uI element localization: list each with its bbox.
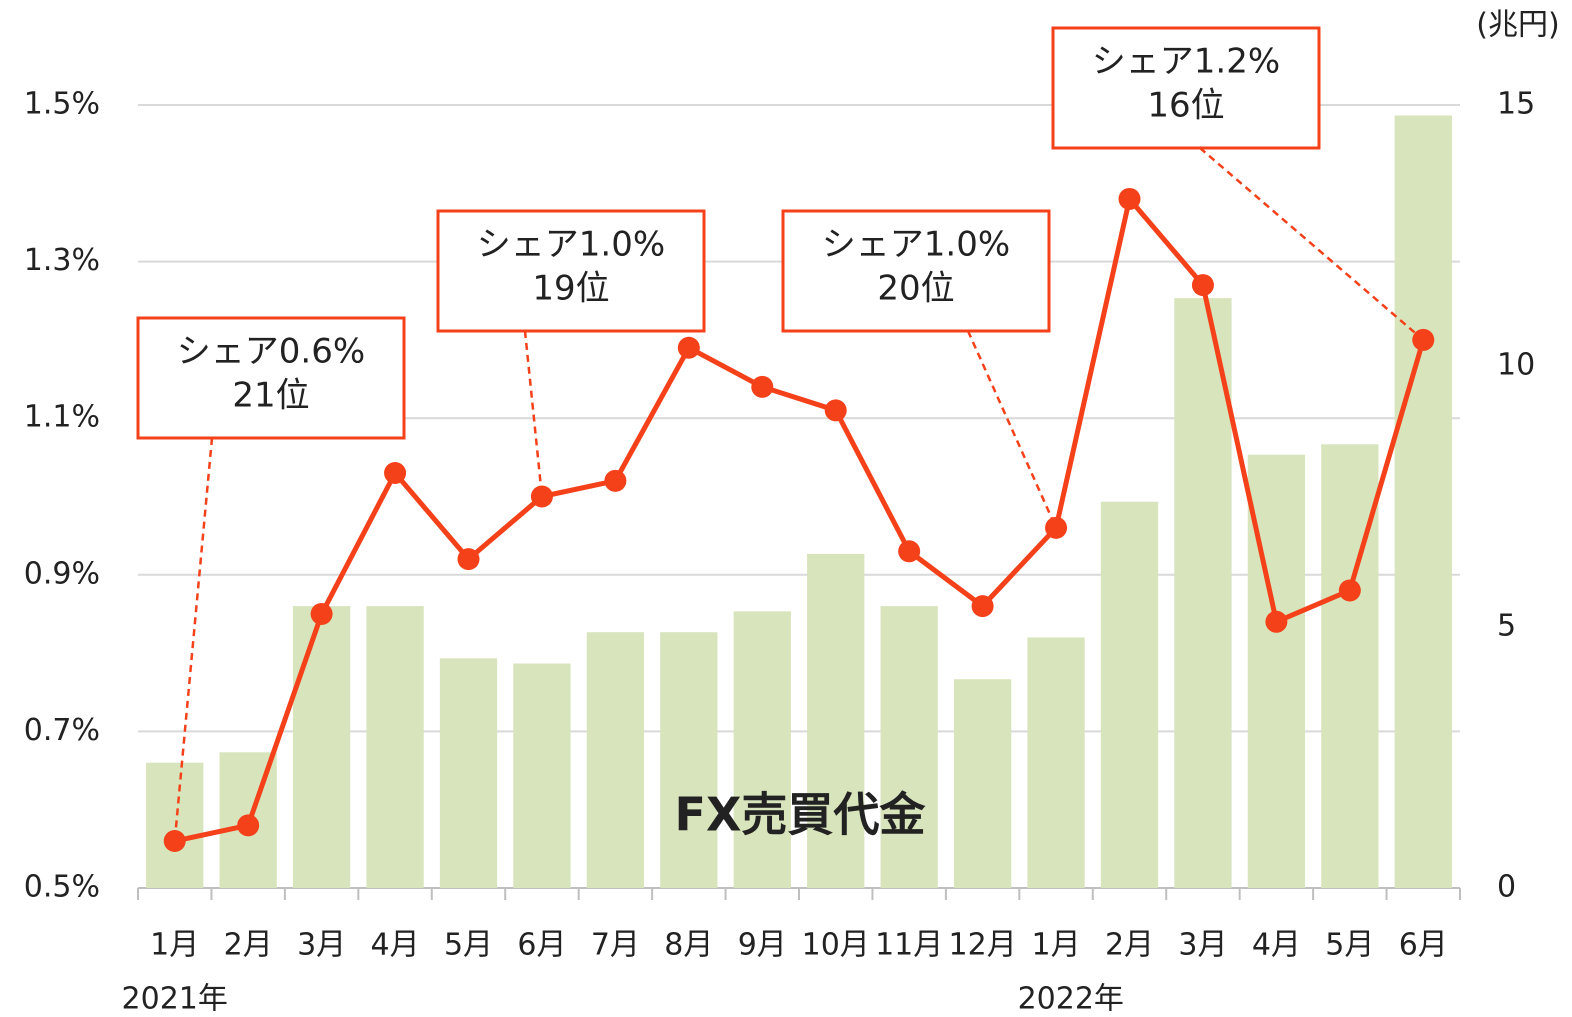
point [457, 548, 480, 571]
point [310, 602, 333, 625]
bar [1100, 501, 1159, 888]
bar [953, 679, 1012, 888]
point [824, 399, 847, 422]
leader-line [966, 330, 1058, 529]
annotation-text: シェア1.0% [822, 225, 1010, 265]
x-tick-label: 4月 [1252, 928, 1301, 963]
annotation-text: 16位 [1147, 86, 1224, 126]
bar [660, 632, 718, 888]
point [1191, 274, 1214, 297]
x-tick-label: 4月 [371, 928, 420, 963]
point [677, 336, 700, 359]
y-tick-label: 1.3% [24, 243, 100, 278]
annotation-box [781, 209, 1051, 333]
bar [1394, 115, 1452, 888]
point [384, 462, 407, 485]
leader-line [1199, 147, 1425, 341]
x-tick-label: 11月 [875, 928, 943, 963]
x-tick-label: 5月 [1325, 928, 1374, 963]
x-tick-label: 1月 [150, 928, 199, 963]
x-tick-label: 9月 [738, 928, 787, 963]
point [604, 469, 627, 492]
annotation-text: シェア0.6% [177, 332, 365, 372]
y-tick-label: 1.5% [24, 87, 100, 122]
bar [586, 632, 645, 888]
x-tick-label: 12月 [949, 928, 1017, 963]
bar [807, 553, 865, 888]
bar [146, 762, 204, 888]
annotation-text: 19位 [532, 269, 609, 309]
y2-tick-label: 15 [1497, 87, 1535, 122]
point [237, 814, 260, 837]
point [898, 540, 921, 563]
bar [292, 606, 351, 888]
bar [366, 606, 424, 888]
point [1118, 187, 1141, 210]
x-tick-label: 3月 [1178, 928, 1227, 963]
y-tick-label: 0.9% [24, 556, 100, 591]
bar [880, 606, 938, 888]
x-tick-label: 1月 [1032, 928, 1081, 963]
leader-line [173, 437, 214, 842]
x-tick-label: 8月 [664, 928, 713, 963]
line [174, 193, 1426, 844]
bar [733, 611, 791, 888]
y2-tick-label: 5 [1497, 609, 1516, 644]
x-group-label: 2022年 [1018, 982, 1124, 1017]
point [1412, 328, 1435, 351]
x-tick-label: 6月 [517, 928, 566, 963]
y-tick-label: 1.1% [24, 400, 100, 435]
x-tick-label: 6月 [1399, 928, 1448, 963]
point [751, 375, 774, 398]
y-tick-label: 0.7% [24, 713, 100, 748]
annotation-text: シェア1.0% [477, 225, 665, 265]
annotation-text: シェア1.2% [1092, 42, 1280, 82]
x-tick-label: 7月 [591, 928, 640, 963]
bar [1321, 444, 1379, 888]
annotation-text: 20位 [877, 269, 954, 309]
point [971, 595, 994, 618]
x-tick-label: 2月 [1105, 928, 1154, 963]
point [530, 485, 553, 508]
annotation-box [436, 209, 706, 333]
x-group-label: 2021年 [122, 982, 228, 1017]
y2-axis-label: (兆円) [1476, 8, 1559, 43]
x-tick-label: 5月 [444, 928, 493, 963]
annotation-box [136, 316, 406, 440]
annotation-box [1051, 26, 1321, 150]
series-label: FX売買代金 [675, 788, 927, 842]
point [1338, 579, 1361, 602]
bar [513, 663, 571, 888]
y2-tick-label: 0 [1497, 870, 1516, 905]
annotation-text: 21位 [232, 376, 309, 416]
x-tick-label: 3月 [297, 928, 346, 963]
bar [1027, 637, 1085, 888]
point [1265, 610, 1288, 633]
leader-line [523, 330, 544, 497]
x-tick-label: 2月 [224, 928, 273, 963]
y2-tick-label: 10 [1497, 348, 1535, 383]
y-tick-label: 0.5% [24, 870, 100, 905]
point [163, 830, 186, 853]
point [1045, 516, 1068, 539]
bar [1174, 298, 1232, 888]
bar [439, 658, 498, 888]
x-tick-label: 10月 [802, 928, 870, 963]
